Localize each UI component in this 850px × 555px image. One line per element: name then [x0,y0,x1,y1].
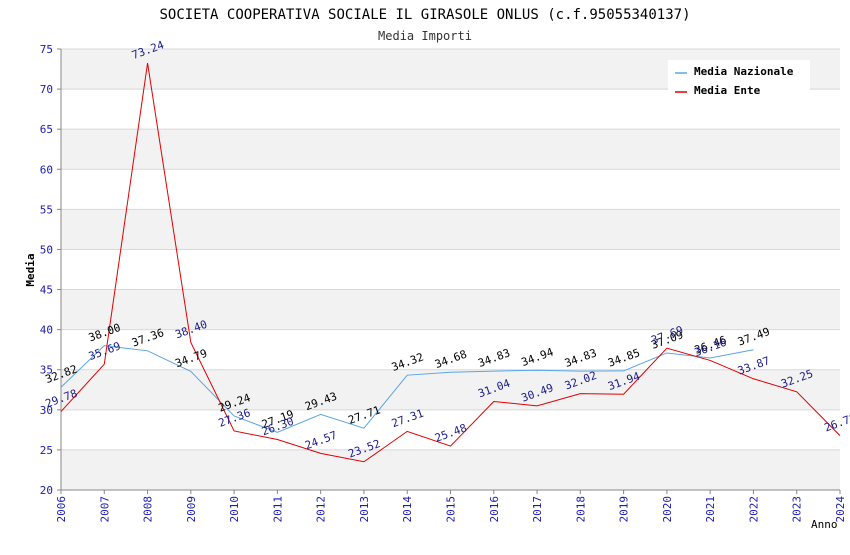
y-tick-label: 40 [40,324,53,337]
plot-band [61,289,840,330]
x-axis-label: Anno [811,518,838,531]
x-tick-label: 2010 [228,496,241,523]
x-tick-labels: 2006 2007 2008 2009 2010 2011 2012 2013 2014 2015… [55,496,847,523]
y-tick-label: 60 [40,163,53,176]
chart-subtitle: Media Importi [378,29,472,43]
data-label-media-nazionale: 34.94 [520,345,556,369]
x-tick-label: 2023 [791,496,804,523]
x-tick-label: 2015 [445,496,458,523]
series-lines [60,63,841,463]
series-line-media-nazionale [60,345,754,433]
x-tick-label: 2019 [618,496,631,523]
data-label-media-nazionale: 34.85 [606,346,642,370]
data-label-media-ente: 25.48 [433,421,469,445]
plot-band [61,129,840,170]
series-line-media-ente [60,63,841,463]
x-tick-label: 2011 [271,496,284,523]
data-label-media-nazionale: 34.83 [476,346,512,370]
axes [57,48,841,494]
x-tick-label: 2009 [185,496,198,523]
data-label-media-ente: 24.57 [303,429,339,453]
x-tick-label: 2022 [747,496,760,523]
y-tick-label: 55 [40,203,53,216]
plot-band [61,369,840,410]
data-label-media-nazionale: 34.68 [433,348,469,372]
x-tick-label: 2016 [488,496,501,523]
legend-label-media-ente: Media Ente [694,84,761,97]
x-tick-label: 2020 [661,496,674,523]
x-tick-label: 2006 [55,496,68,523]
y-tick-label: 20 [40,484,53,497]
data-label-media-ente: 26.78 [823,411,850,435]
data-label-media-nazionale: 34.79 [173,347,209,371]
y-axis-label: Media [24,253,37,286]
y-tick-label: 30 [40,404,53,417]
plot-band [61,449,840,490]
x-tick-label: 2021 [704,496,717,523]
x-tick-label: 2008 [142,496,155,523]
x-tick-label: 2018 [574,496,587,523]
legend-label-media-nazionale: Media Nazionale [694,65,794,78]
x-tick-label: 2013 [358,496,371,523]
chart-title: SOCIETA COOPERATIVA SOCIALE IL GIRASOLE … [159,7,690,23]
x-tick-label: 2007 [98,496,111,523]
x-tick-label: 2017 [531,496,544,523]
gridlines [61,48,840,491]
x-tick-label: 2024 [834,496,847,523]
y-tick-label: 25 [40,444,53,457]
y-tick-label: 45 [40,284,53,297]
y-tick-label: 70 [40,83,53,96]
data-label-media-nazionale: 34.83 [563,346,599,370]
legend: Media Nazionale Media Ente [668,60,810,100]
x-tick-label: 2012 [315,496,328,523]
y-tick-labels: 20 25 30 35 40 45 50 55 60 65 70 75 [40,43,53,497]
plot-band [61,209,840,250]
y-tick-label: 75 [40,43,53,56]
y-tick-label: 65 [40,123,53,136]
legend-box [668,60,810,100]
y-tick-label: 50 [40,243,53,256]
x-tick-label: 2014 [401,496,414,523]
plot-bands [61,49,840,490]
y-tick-label: 35 [40,364,53,377]
